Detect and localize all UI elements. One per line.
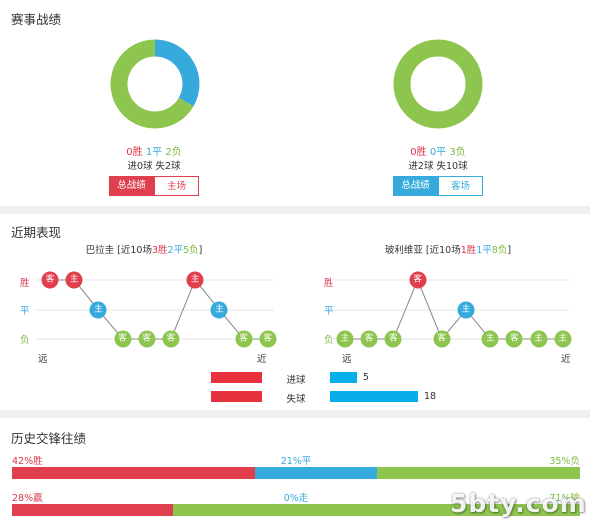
goals-label: 进球 [286, 375, 306, 386]
left-far-label: 远 [38, 354, 48, 365]
site-watermark: 5bty.com [450, 489, 587, 518]
right-level-draw: 平 [324, 306, 334, 317]
left-donut-lose-slice [110, 39, 194, 129]
left-level-lose: 负 [20, 335, 30, 346]
right-goals-bar [330, 372, 357, 383]
right-form-game-3: 客 [384, 330, 402, 348]
h2h-lose-pct: 35%负 [549, 456, 580, 467]
left-form-game-4: 客 [114, 330, 132, 348]
right-form-header: 玻利维亚 [近10场1胜1平8负] [384, 245, 512, 256]
right-form-game-10: 主 [554, 330, 572, 348]
left-record-summary: 0胜 1平 2负 [126, 143, 182, 158]
recent-form-section: 近期表现 巴拉圭 [近10场3胜2平5负] 玻利维亚 [近10场1胜1平8负] … [0, 214, 590, 410]
right-conceded-bar [330, 391, 418, 402]
recent-form-title: 近期表现 [11, 225, 62, 240]
record-title: 赛事战绩 [11, 12, 62, 27]
left-form-game-8: 主 [210, 301, 228, 319]
left-conceded-bar [211, 391, 262, 402]
right-win-count: 0胜 [410, 147, 427, 158]
right-form-game-5: 客 [433, 330, 451, 348]
left-form-game-3: 主 [89, 301, 107, 319]
conceded-label: 失球 [286, 394, 306, 405]
left-level-draw: 平 [20, 306, 30, 317]
left-donut-draw-slice [154, 39, 200, 107]
right-level-win: 胜 [324, 278, 334, 289]
left-form-game-5: 客 [138, 330, 156, 348]
right-conceded-value: 18 [424, 391, 437, 402]
left-win-count: 0胜 [126, 147, 143, 158]
left-form-trend-line [50, 279, 268, 340]
right-form-game-6: 主 [457, 301, 475, 319]
left-total-record-button[interactable]: 总战绩 [109, 176, 154, 196]
right-form-chart: 主客客客客主主客主主 [295, 214, 590, 374]
right-record-donut [393, 39, 483, 129]
h2h-draw-pct: 21%平 [280, 456, 312, 467]
head-to-head-section: 历史交锋往绩 42%胜 21%平 35%负 28%赢 0%走 71%输 5bty… [0, 418, 590, 521]
right-goals-value: 5 [362, 372, 369, 383]
left-form-game-2: 主 [65, 271, 83, 289]
h2h-result-bar [12, 467, 580, 479]
right-form-game-7: 主 [481, 330, 499, 348]
h2h-win-pct: 42%胜 [12, 456, 43, 467]
left-record-donut [110, 39, 200, 129]
h2h-handicap-win-pct: 28%赢 [12, 493, 43, 504]
right-form-game-1: 主 [336, 330, 354, 348]
right-lose-count: 3负 [449, 147, 466, 158]
right-donut-lose-slice [393, 39, 483, 129]
left-form-chart: 客主主客客客主主客客 [0, 214, 295, 374]
right-draw-count: 0平 [429, 147, 447, 158]
left-form-header: 巴拉圭 [近10场3胜2平5负] [85, 245, 203, 256]
right-record-summary: 0胜 0平 3负 [410, 143, 466, 158]
left-near-label: 近 [257, 354, 267, 365]
left-lose-count: 2负 [165, 147, 182, 158]
left-goals-summary: 进0球 失2球 [127, 161, 181, 172]
right-goals-summary: 进2球 失10球 [408, 161, 468, 172]
left-goals-bar [210, 372, 262, 383]
right-form-game-9: 主 [530, 330, 548, 348]
left-form-game-9: 客 [235, 330, 253, 348]
left-form-lines [36, 279, 274, 340]
right-form-game-4: 客 [409, 271, 427, 289]
right-far-label: 远 [342, 354, 352, 365]
right-near-label: 近 [561, 354, 571, 365]
left-draw-count: 1平 [145, 147, 163, 158]
left-form-game-10: 客 [259, 330, 277, 348]
h2h-handicap-lose-pct: 71%输 [549, 493, 580, 504]
right-form-game-2: 客 [360, 330, 378, 348]
left-form-game-6: 客 [162, 330, 180, 348]
left-form-game-1: 客 [41, 271, 59, 289]
right-total-record-button[interactable]: 总战绩 [393, 176, 438, 196]
right-form-trend-line [345, 278, 563, 340]
right-level-lose: 负 [324, 335, 334, 346]
left-home-record-button[interactable]: 主场 [154, 176, 199, 196]
left-form-game-7: 主 [186, 271, 204, 289]
left-level-win: 胜 [20, 278, 30, 289]
right-away-record-button[interactable]: 客场 [438, 176, 483, 196]
right-form-game-8: 客 [505, 330, 523, 348]
record-section: 赛事战绩 0胜 1平 2负 进0球 失2球 总战绩 主场 0胜 0平 3负 进2… [0, 0, 590, 206]
right-form-lines [331, 278, 569, 340]
h2h-handicap-bar [12, 504, 580, 516]
h2h-handicap-push-pct: 0%走 [283, 493, 309, 504]
head-to-head-title: 历史交锋往绩 [11, 431, 87, 446]
